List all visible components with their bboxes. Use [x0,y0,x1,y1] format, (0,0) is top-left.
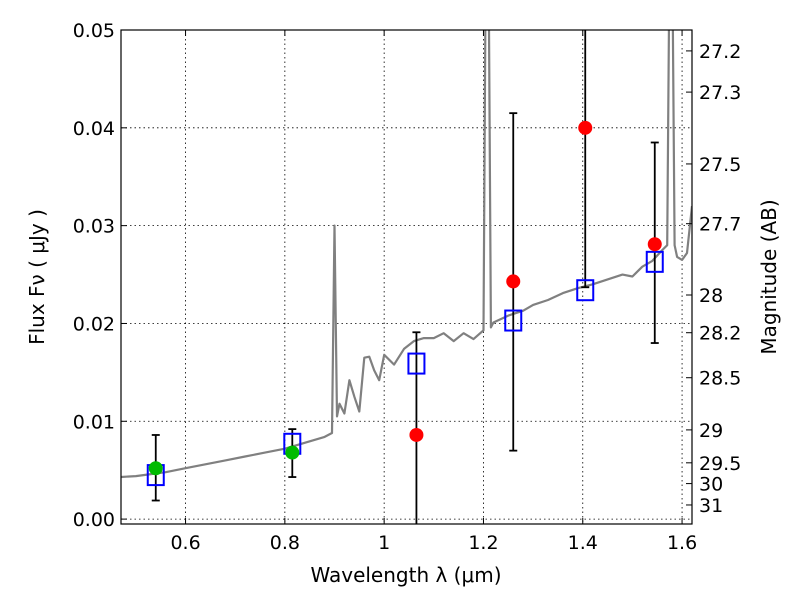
magnitude-tick-label: 27.5 [699,154,741,176]
plot-frame [120,29,693,525]
x-tick-label: 1 [378,532,390,554]
magnitude-tick-label: 31 [699,495,723,517]
flux-point [506,274,521,289]
magnitude-axis-label: Magnitude (AB) [757,199,781,354]
grid-lines [121,29,692,524]
x-tick-label: 1.4 [568,532,598,554]
x-tick-label: 1.2 [468,532,498,554]
model-flux-square [407,352,426,375]
x-axis-label: Wavelength λ (μm) [310,563,501,587]
x-tick-label: 1.6 [667,532,697,554]
magnitude-tick-label: 27.2 [699,41,741,63]
magnitude-tick-label: 27.3 [699,82,741,104]
y-axis-ticks: 0.00 0.01 0.02 0.03 0.04 0.05 [73,20,127,531]
magnitude-tick-label: 30 [699,474,723,496]
x-tick-label: 0.6 [170,532,200,554]
y-tick-label: 0.00 [73,509,115,531]
model-flux-square [576,279,595,302]
model-flux-square [504,309,523,332]
flux-point [285,445,300,460]
y-tick-label: 0.02 [73,313,115,335]
spectrum-line [121,30,692,479]
magnitude-tick-label: 27.7 [699,214,741,236]
magnitude-tick-label: 29.5 [699,453,741,475]
y-tick-label: 0.03 [73,216,115,238]
y-tick-label: 0.04 [73,118,115,140]
y-tick-label: 0.05 [73,20,115,42]
flux-point [409,427,424,442]
y-tick-label: 0.01 [73,411,115,433]
flux-point [578,120,593,135]
x-axis-ticks: 0.6 0.8 1 1.2 1.4 1.6 [170,30,697,554]
magnitude-tick-label: 28.2 [699,323,741,345]
flux-point [647,237,662,252]
model-flux-square [645,250,664,273]
x-tick-label: 0.8 [270,532,300,554]
data-markers [146,120,664,487]
template-spectrum [121,30,692,479]
flux-point [148,461,163,476]
magnitude-tick-label: 29 [699,420,723,442]
magnitude-tick-label: 28.5 [699,368,741,390]
magnitude-tick-label: 28 [699,285,723,307]
y-axis-label: Flux Fν ( μJy ) [25,209,49,345]
